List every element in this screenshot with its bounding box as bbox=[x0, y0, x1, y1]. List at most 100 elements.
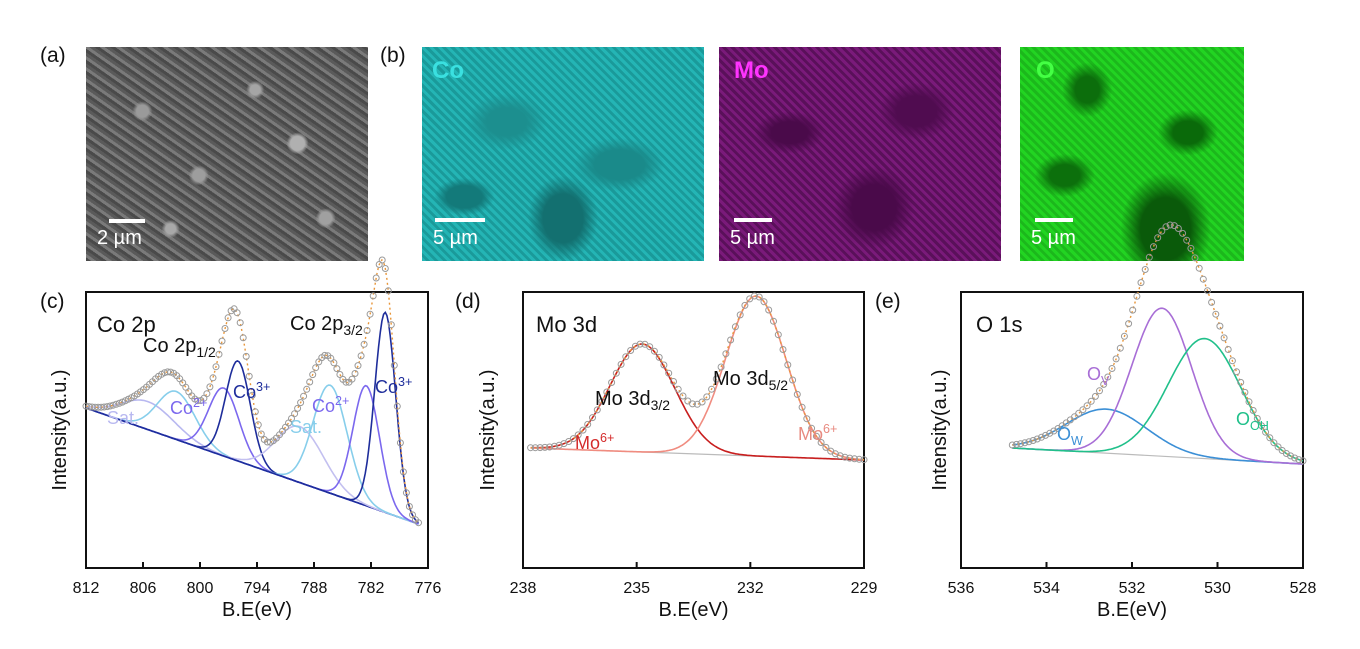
chart-title: O 1s bbox=[976, 312, 1022, 337]
data-point bbox=[660, 361, 668, 369]
data-point bbox=[1104, 373, 1112, 381]
x-axis-label: B.E(eV) bbox=[1097, 599, 1167, 621]
data-point bbox=[617, 360, 625, 368]
data-point bbox=[369, 292, 377, 300]
data-point bbox=[536, 444, 544, 452]
data-point bbox=[608, 379, 616, 386]
data-point bbox=[1154, 234, 1162, 242]
data-point bbox=[342, 378, 350, 386]
data-point bbox=[254, 421, 262, 429]
eds-map-o: O 5 µm bbox=[1020, 47, 1244, 261]
scale-bar bbox=[109, 219, 145, 223]
x-axis-label: B.E(eV) bbox=[222, 599, 292, 621]
eds-element-label: O bbox=[1036, 57, 1055, 84]
data-point bbox=[712, 375, 720, 383]
data-point bbox=[167, 368, 175, 376]
data-point bbox=[1029, 437, 1037, 444]
x-tick-label: 812 bbox=[73, 580, 100, 597]
fit-component-curve bbox=[85, 311, 420, 524]
y-axis-label: Intensity(a.u.) bbox=[929, 369, 951, 490]
data-point bbox=[750, 292, 758, 300]
data-point bbox=[1120, 332, 1128, 340]
eds-map-mo: Mo 5 µm bbox=[719, 47, 1001, 261]
x-tick-label: 782 bbox=[358, 580, 385, 597]
x-tick-label: 794 bbox=[244, 580, 271, 597]
data-point bbox=[378, 256, 386, 264]
data-point bbox=[1150, 243, 1157, 251]
data-point bbox=[1262, 428, 1270, 436]
peak-annotation: Co3+ bbox=[233, 380, 270, 402]
data-point bbox=[703, 393, 711, 401]
y-axis-label: Intensity(a.u.) bbox=[49, 369, 71, 490]
data-point bbox=[1042, 431, 1049, 439]
plot-frame bbox=[522, 291, 865, 569]
data-point bbox=[646, 343, 654, 351]
data-point bbox=[1021, 439, 1029, 447]
chart-title: Mo 3d bbox=[536, 312, 597, 337]
data-point bbox=[221, 325, 229, 332]
data-point bbox=[1087, 397, 1095, 405]
data-point bbox=[574, 431, 582, 439]
data-point bbox=[1166, 221, 1174, 229]
data-point bbox=[215, 350, 223, 358]
data-point bbox=[1228, 357, 1236, 365]
data-point bbox=[527, 444, 535, 452]
data-point bbox=[627, 347, 635, 354]
peak-annotation: Sat. bbox=[107, 408, 139, 428]
data-point bbox=[360, 340, 368, 348]
panel-label-e: (e) bbox=[875, 290, 901, 313]
data-point bbox=[336, 371, 344, 378]
data-point bbox=[855, 455, 863, 463]
data-point bbox=[779, 346, 787, 353]
data-point bbox=[1112, 355, 1120, 363]
scale-bar bbox=[435, 218, 485, 222]
data-point bbox=[770, 317, 777, 325]
data-point bbox=[1195, 264, 1203, 272]
data-point bbox=[836, 452, 844, 460]
chart-o-1s: 536 534 532 530 528 B.E(eV) Intensity(a.u.) O 1… bbox=[929, 221, 1316, 621]
data-point bbox=[1204, 287, 1211, 295]
data-point bbox=[1129, 306, 1137, 314]
data-point bbox=[242, 352, 250, 360]
data-point bbox=[390, 361, 398, 369]
data-point bbox=[708, 385, 716, 393]
data-point bbox=[357, 352, 365, 360]
data-point bbox=[294, 404, 302, 412]
data-point bbox=[598, 397, 606, 405]
data-point bbox=[689, 400, 696, 408]
chart-title: Co 2p bbox=[97, 312, 156, 337]
data-point bbox=[1008, 441, 1016, 449]
data-point bbox=[793, 390, 801, 398]
data-point bbox=[1108, 365, 1116, 372]
data-point bbox=[185, 388, 193, 396]
data-point bbox=[112, 400, 120, 408]
data-point bbox=[303, 385, 311, 393]
data-point bbox=[789, 376, 797, 384]
x-tick-label: 536 bbox=[948, 580, 975, 597]
data-point bbox=[760, 298, 768, 306]
scale-bar-label: 5 µm bbox=[1031, 227, 1076, 249]
data-point bbox=[1162, 223, 1170, 231]
data-point bbox=[372, 274, 380, 282]
data-point bbox=[579, 426, 587, 434]
data-point bbox=[224, 314, 232, 322]
data-point bbox=[1237, 378, 1245, 386]
data-point bbox=[1137, 279, 1145, 287]
data-point bbox=[291, 410, 299, 418]
data-point bbox=[717, 363, 725, 371]
data-point bbox=[1183, 236, 1191, 244]
data-point bbox=[1179, 229, 1187, 237]
x-tick-label: 776 bbox=[415, 580, 442, 597]
y-axis-label: Intensity(a.u.) bbox=[477, 369, 499, 490]
peak-annotation: Sat. bbox=[290, 417, 322, 437]
data-point bbox=[1037, 433, 1045, 441]
data-point bbox=[569, 435, 577, 443]
data-point bbox=[1174, 225, 1182, 232]
fit-component-curve bbox=[1012, 307, 1304, 465]
data-point bbox=[546, 443, 554, 451]
sem-image: 2 µm bbox=[86, 47, 368, 261]
data-point bbox=[1216, 322, 1224, 330]
peak-annotation: OOH bbox=[1236, 409, 1269, 433]
data-point bbox=[846, 454, 854, 462]
peak-annotation: Mo 3d3/2 bbox=[595, 388, 670, 413]
